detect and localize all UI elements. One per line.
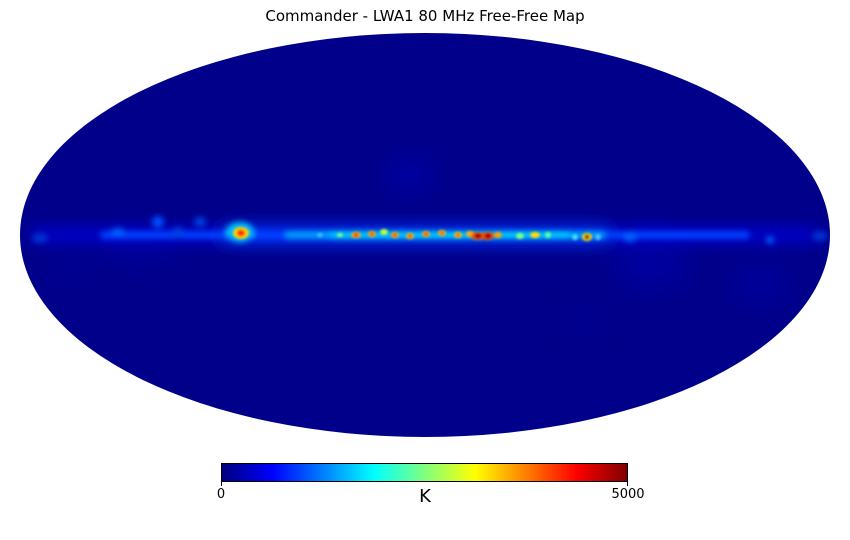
diffuse-emission <box>50 157 790 330</box>
colorbar-tick-min <box>221 482 222 486</box>
colorbar-unit-label: K <box>419 486 431 507</box>
mollweide-map <box>20 33 830 437</box>
map-title: Commander - LWA1 80 MHz Free-Free Map <box>265 7 585 25</box>
colorbar-max-label: 5000 <box>611 487 645 502</box>
colorbar-min-label: 0 <box>216 487 226 502</box>
colorbar-tick-max <box>627 482 628 486</box>
emission-layer <box>30 157 828 330</box>
colorbar <box>221 463 628 482</box>
sky-map <box>20 33 830 437</box>
bright-sources <box>233 227 601 241</box>
